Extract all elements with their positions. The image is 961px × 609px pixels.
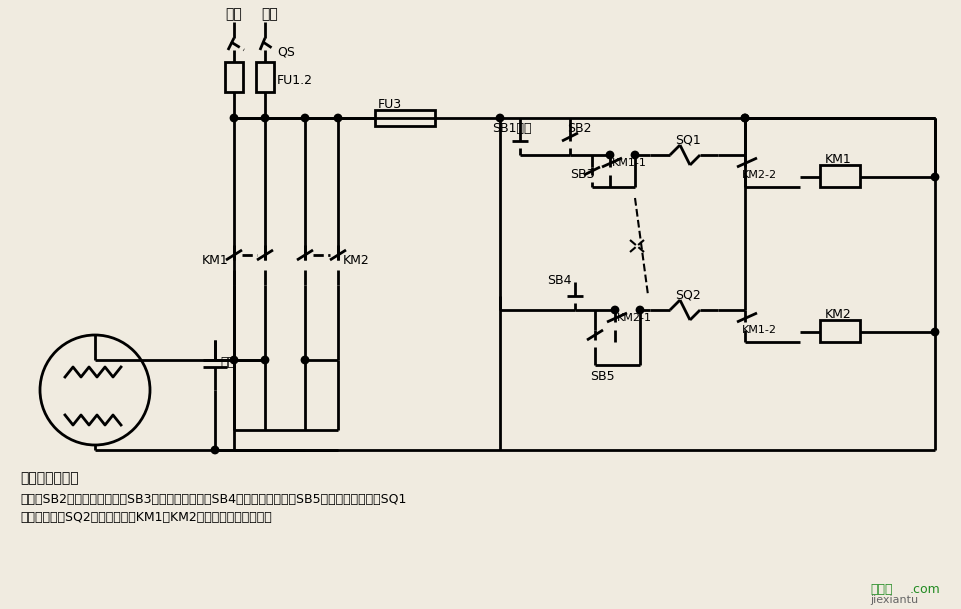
- Text: SQ1: SQ1: [675, 133, 700, 147]
- Text: KM2: KM2: [825, 308, 850, 320]
- Bar: [225, 62, 243, 92]
- Text: QS: QS: [277, 46, 295, 58]
- Text: 火线: 火线: [226, 7, 242, 21]
- Bar: [819, 320, 859, 342]
- Circle shape: [497, 115, 503, 121]
- Circle shape: [334, 115, 340, 121]
- Bar: [256, 62, 274, 92]
- Circle shape: [211, 447, 218, 453]
- Text: 接线图: 接线图: [869, 583, 892, 596]
- Circle shape: [611, 307, 617, 313]
- Text: SB2: SB2: [566, 122, 591, 135]
- Text: KM1-2: KM1-2: [741, 325, 776, 335]
- Text: 零线: 零线: [261, 7, 278, 21]
- Circle shape: [231, 357, 236, 363]
- Circle shape: [302, 357, 308, 363]
- Circle shape: [631, 152, 637, 158]
- Text: SQ2: SQ2: [675, 289, 700, 301]
- Circle shape: [231, 115, 236, 121]
- Circle shape: [636, 307, 642, 313]
- Text: 单相电容电动机: 单相电容电动机: [20, 471, 79, 485]
- Text: SB3: SB3: [570, 169, 594, 181]
- Text: KM2-2: KM2-2: [741, 170, 776, 180]
- Circle shape: [741, 115, 748, 121]
- Circle shape: [931, 329, 937, 335]
- Bar: [819, 165, 859, 187]
- Text: KM2: KM2: [343, 253, 369, 267]
- Text: SB1停止: SB1停止: [491, 122, 530, 135]
- Circle shape: [931, 174, 937, 180]
- Text: 电容: 电容: [220, 356, 234, 370]
- Circle shape: [261, 115, 268, 121]
- Text: KM1-1: KM1-1: [611, 158, 646, 168]
- Text: 为最高限位，SQ2为最低限位。KM1、KM2可用中间继电器代替。: 为最高限位，SQ2为最低限位。KM1、KM2可用中间继电器代替。: [20, 512, 271, 524]
- Text: SB4: SB4: [547, 273, 571, 286]
- Text: SB5: SB5: [589, 370, 614, 384]
- Text: KM1: KM1: [825, 152, 850, 166]
- Circle shape: [606, 152, 612, 158]
- Text: KM2-1: KM2-1: [616, 313, 652, 323]
- Circle shape: [302, 115, 308, 121]
- Text: .com: .com: [909, 583, 940, 596]
- Text: FU3: FU3: [378, 97, 402, 110]
- Circle shape: [741, 115, 748, 121]
- Circle shape: [261, 357, 268, 363]
- Text: 说明：SB2为上升启动按钮，SB3为上升点动按钮，SB4为下降启动按钮，SB5为下降点动按钮；SQ1: 说明：SB2为上升启动按钮，SB3为上升点动按钮，SB4为下降启动按钮，SB5为…: [20, 493, 406, 507]
- Text: KM1: KM1: [202, 253, 229, 267]
- Text: FU1.2: FU1.2: [277, 74, 312, 86]
- Bar: [375, 110, 434, 126]
- Text: jiexiantu: jiexiantu: [869, 595, 917, 605]
